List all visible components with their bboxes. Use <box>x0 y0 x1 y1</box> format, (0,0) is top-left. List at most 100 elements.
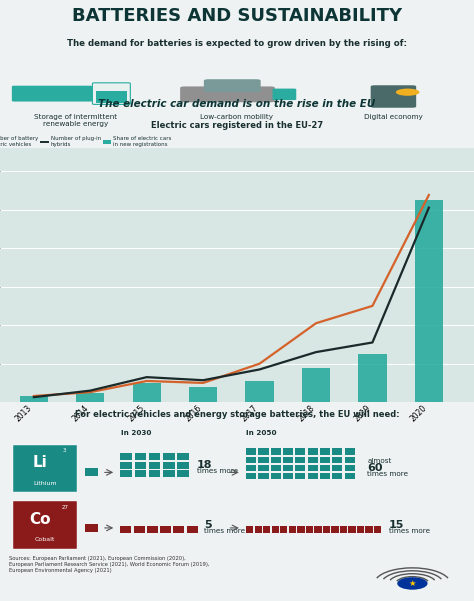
FancyBboxPatch shape <box>295 457 305 463</box>
FancyBboxPatch shape <box>177 462 189 469</box>
FancyBboxPatch shape <box>12 86 92 102</box>
Text: 18: 18 <box>197 460 212 469</box>
FancyBboxPatch shape <box>187 526 198 532</box>
FancyBboxPatch shape <box>345 465 355 471</box>
FancyBboxPatch shape <box>332 448 342 455</box>
FancyBboxPatch shape <box>263 526 270 532</box>
FancyBboxPatch shape <box>120 526 131 532</box>
FancyBboxPatch shape <box>246 448 256 455</box>
FancyBboxPatch shape <box>332 473 342 480</box>
Text: times more: times more <box>367 471 409 477</box>
Text: Digital economy: Digital economy <box>364 114 423 120</box>
FancyBboxPatch shape <box>283 473 293 480</box>
FancyBboxPatch shape <box>246 526 253 532</box>
FancyBboxPatch shape <box>308 465 318 471</box>
FancyBboxPatch shape <box>371 85 416 108</box>
FancyBboxPatch shape <box>308 457 318 463</box>
Text: The electric car demand is on the rise in the EU: The electric car demand is on the rise i… <box>99 99 375 109</box>
Text: Electric cars registered in the EU-27: Electric cars registered in the EU-27 <box>151 121 323 130</box>
FancyBboxPatch shape <box>173 526 184 532</box>
FancyBboxPatch shape <box>13 501 77 549</box>
Text: ★: ★ <box>409 579 416 588</box>
Text: In 2050: In 2050 <box>246 430 277 436</box>
Text: almost: almost <box>367 458 392 464</box>
FancyBboxPatch shape <box>204 79 261 92</box>
FancyBboxPatch shape <box>120 471 132 477</box>
FancyBboxPatch shape <box>85 524 98 532</box>
FancyBboxPatch shape <box>273 88 296 100</box>
FancyBboxPatch shape <box>246 465 256 471</box>
Text: Co: Co <box>29 512 51 527</box>
FancyBboxPatch shape <box>308 448 318 455</box>
FancyBboxPatch shape <box>289 526 296 532</box>
Bar <box>20 397 48 402</box>
Text: 5: 5 <box>204 520 211 530</box>
FancyBboxPatch shape <box>332 465 342 471</box>
Text: Cobalt: Cobalt <box>35 537 55 543</box>
FancyBboxPatch shape <box>331 526 338 532</box>
FancyBboxPatch shape <box>320 465 330 471</box>
FancyBboxPatch shape <box>314 526 321 532</box>
Bar <box>189 387 217 402</box>
FancyBboxPatch shape <box>320 448 330 455</box>
FancyBboxPatch shape <box>357 526 364 532</box>
FancyBboxPatch shape <box>271 465 281 471</box>
FancyBboxPatch shape <box>332 457 342 463</box>
FancyBboxPatch shape <box>340 526 347 532</box>
FancyBboxPatch shape <box>246 457 256 463</box>
FancyBboxPatch shape <box>149 462 160 469</box>
FancyBboxPatch shape <box>177 471 189 477</box>
FancyBboxPatch shape <box>255 526 262 532</box>
FancyBboxPatch shape <box>258 465 268 471</box>
Text: The demand for batteries is expected to grow driven by the rising of:: The demand for batteries is expected to … <box>67 39 407 48</box>
FancyBboxPatch shape <box>134 526 145 532</box>
FancyBboxPatch shape <box>163 471 174 477</box>
FancyBboxPatch shape <box>149 453 160 460</box>
FancyBboxPatch shape <box>306 526 313 532</box>
FancyBboxPatch shape <box>345 457 355 463</box>
Circle shape <box>397 577 428 590</box>
FancyBboxPatch shape <box>345 473 355 480</box>
FancyBboxPatch shape <box>96 91 127 103</box>
FancyBboxPatch shape <box>320 457 330 463</box>
Text: 60: 60 <box>367 463 383 472</box>
Text: Storage of intermittent
renewable energy: Storage of intermittent renewable energy <box>34 114 118 127</box>
FancyBboxPatch shape <box>246 473 256 480</box>
FancyBboxPatch shape <box>258 473 268 480</box>
FancyBboxPatch shape <box>283 448 293 455</box>
FancyBboxPatch shape <box>271 457 281 463</box>
FancyBboxPatch shape <box>135 462 146 469</box>
FancyBboxPatch shape <box>348 526 356 532</box>
FancyBboxPatch shape <box>160 526 171 532</box>
Text: 15: 15 <box>389 520 404 530</box>
Text: Lithium: Lithium <box>33 481 57 486</box>
FancyBboxPatch shape <box>283 457 293 463</box>
FancyBboxPatch shape <box>13 445 77 492</box>
FancyBboxPatch shape <box>258 457 268 463</box>
FancyBboxPatch shape <box>308 473 318 480</box>
FancyBboxPatch shape <box>147 526 158 532</box>
Bar <box>415 200 443 402</box>
FancyBboxPatch shape <box>272 526 279 532</box>
FancyBboxPatch shape <box>163 462 174 469</box>
FancyBboxPatch shape <box>297 526 304 532</box>
FancyBboxPatch shape <box>345 448 355 455</box>
Text: For electric vehicles and energy storage batteries, the EU will need:: For electric vehicles and energy storage… <box>75 410 399 419</box>
Text: In 2030: In 2030 <box>121 430 151 436</box>
FancyBboxPatch shape <box>320 473 330 480</box>
Text: times more: times more <box>389 528 430 534</box>
FancyBboxPatch shape <box>271 448 281 455</box>
FancyBboxPatch shape <box>323 526 330 532</box>
Bar <box>358 354 386 402</box>
FancyBboxPatch shape <box>163 453 174 460</box>
Text: Li: Li <box>33 456 47 471</box>
Bar <box>133 383 161 402</box>
FancyBboxPatch shape <box>271 473 281 480</box>
FancyBboxPatch shape <box>149 471 160 477</box>
FancyBboxPatch shape <box>120 462 132 469</box>
Bar <box>302 368 330 402</box>
Bar <box>76 392 104 402</box>
FancyBboxPatch shape <box>85 468 98 477</box>
Text: 3: 3 <box>63 448 66 453</box>
FancyBboxPatch shape <box>135 471 146 477</box>
